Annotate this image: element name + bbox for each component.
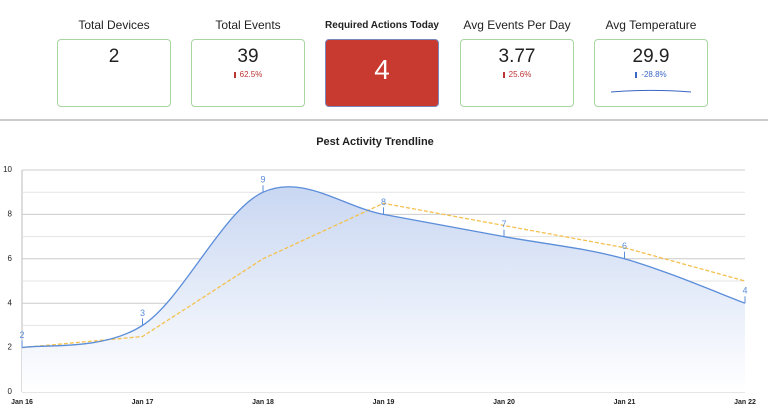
y-tick-label: 0 <box>8 387 13 396</box>
y-tick-label: 4 <box>8 298 13 307</box>
x-tick-label: Jan 16 <box>11 399 33 406</box>
chart: Pest Activity Trendline 0 2 4 6 8 10 Jan 16 Jan… <box>3 136 756 406</box>
kpi-value: 3.77 <box>498 46 536 67</box>
data-label: 9 <box>260 175 265 185</box>
y-tick-label: 6 <box>8 254 13 263</box>
data-label: 6 <box>622 241 627 251</box>
kpi: Total Events 39 62.5% <box>191 18 305 107</box>
kpi-strip: Total Devices 2 Total Events 39 62.5% Require… <box>0 0 768 121</box>
area <box>22 186 745 392</box>
change-icon <box>502 71 505 78</box>
change-icon <box>233 71 236 78</box>
kpi-change-text: 62.5% <box>239 70 263 79</box>
kpi-card: 3.77 25.6% <box>460 39 574 107</box>
kpi: Required Actions Today 4 <box>325 18 439 107</box>
change-icon <box>635 71 638 78</box>
kpi-label: Required Actions Today <box>325 20 439 31</box>
line <box>21 202 746 349</box>
kpi-change: 62.5% <box>192 70 304 79</box>
kpi-value: 39 <box>237 46 259 67</box>
kpi-change: 25.6% <box>461 70 573 79</box>
kpi-card: 2 <box>57 39 171 107</box>
kpi-value: 4 <box>374 54 390 85</box>
data-label: 2 <box>19 330 24 340</box>
x-tick-label: Jan 17 <box>132 399 154 406</box>
kpi-card: 29.9 -28.8% <box>594 39 708 107</box>
kpi-change-text: 25.6% <box>508 70 532 79</box>
x-tick-label: Jan 18 <box>252 399 274 406</box>
kpi-card: 39 62.5% <box>191 39 305 107</box>
sparkline <box>610 90 692 93</box>
data-label: 3 <box>140 308 145 318</box>
kpi-value: 29.9 <box>632 46 670 67</box>
chart-title: Pest Activity Trendline <box>316 136 434 148</box>
data-label: 4 <box>742 286 747 296</box>
kpi-change-text: -28.8% <box>641 70 667 79</box>
y-tick-label: 2 <box>8 343 13 352</box>
y-tick-label: 8 <box>8 210 13 219</box>
x-tick-label: Jan 19 <box>373 399 395 406</box>
kpi-label: Avg Temperature <box>605 18 697 32</box>
x-tick-label: Jan 20 <box>493 399 515 406</box>
kpi-label: Total Events <box>215 18 281 32</box>
kpi-card: 4 <box>325 39 439 107</box>
data-label: 8 <box>381 197 386 207</box>
kpi-label: Total Devices <box>78 18 150 32</box>
kpi: Avg Temperature 29.9 -28.8% <box>594 18 708 107</box>
x-tick-label: Jan 21 <box>614 399 636 406</box>
kpi-change: -28.8% <box>595 70 707 79</box>
y-tick-label: 10 <box>3 165 12 174</box>
kpi: Avg Events Per Day 3.77 25.6% <box>460 18 574 107</box>
x-tick-label: Jan 22 <box>734 399 756 406</box>
kpi-value: 2 <box>108 46 120 67</box>
kpi-label: Avg Events Per Day <box>463 18 571 32</box>
kpi: Total Devices 2 <box>57 18 171 107</box>
data-label: 7 <box>501 219 506 229</box>
